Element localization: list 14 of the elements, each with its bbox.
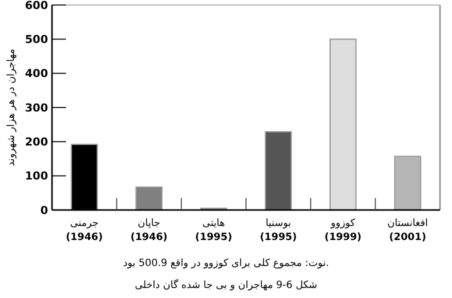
text: شکل 6-9 مهاجران و بی جا شده گان داخلی [134,279,318,291]
y-tick-label: 100 [25,170,48,183]
y-axis-title: مهاجران در هر هزار شهروند [6,48,17,166]
y-tick-label: 400 [25,67,48,80]
y-tick-label: 500 [25,33,48,46]
y-tick-label: 0 [40,204,48,217]
y-tick-label: 300 [25,101,48,114]
y-tick-label: 600 [25,0,48,12]
bar [264,131,292,211]
y-tick-label: 200 [25,136,48,149]
bar [394,156,422,211]
bar [135,186,163,211]
text: نوت: مجموع کلی برای کوزوو در واقع 500.9 بود. [123,258,329,269]
bar [329,38,357,211]
